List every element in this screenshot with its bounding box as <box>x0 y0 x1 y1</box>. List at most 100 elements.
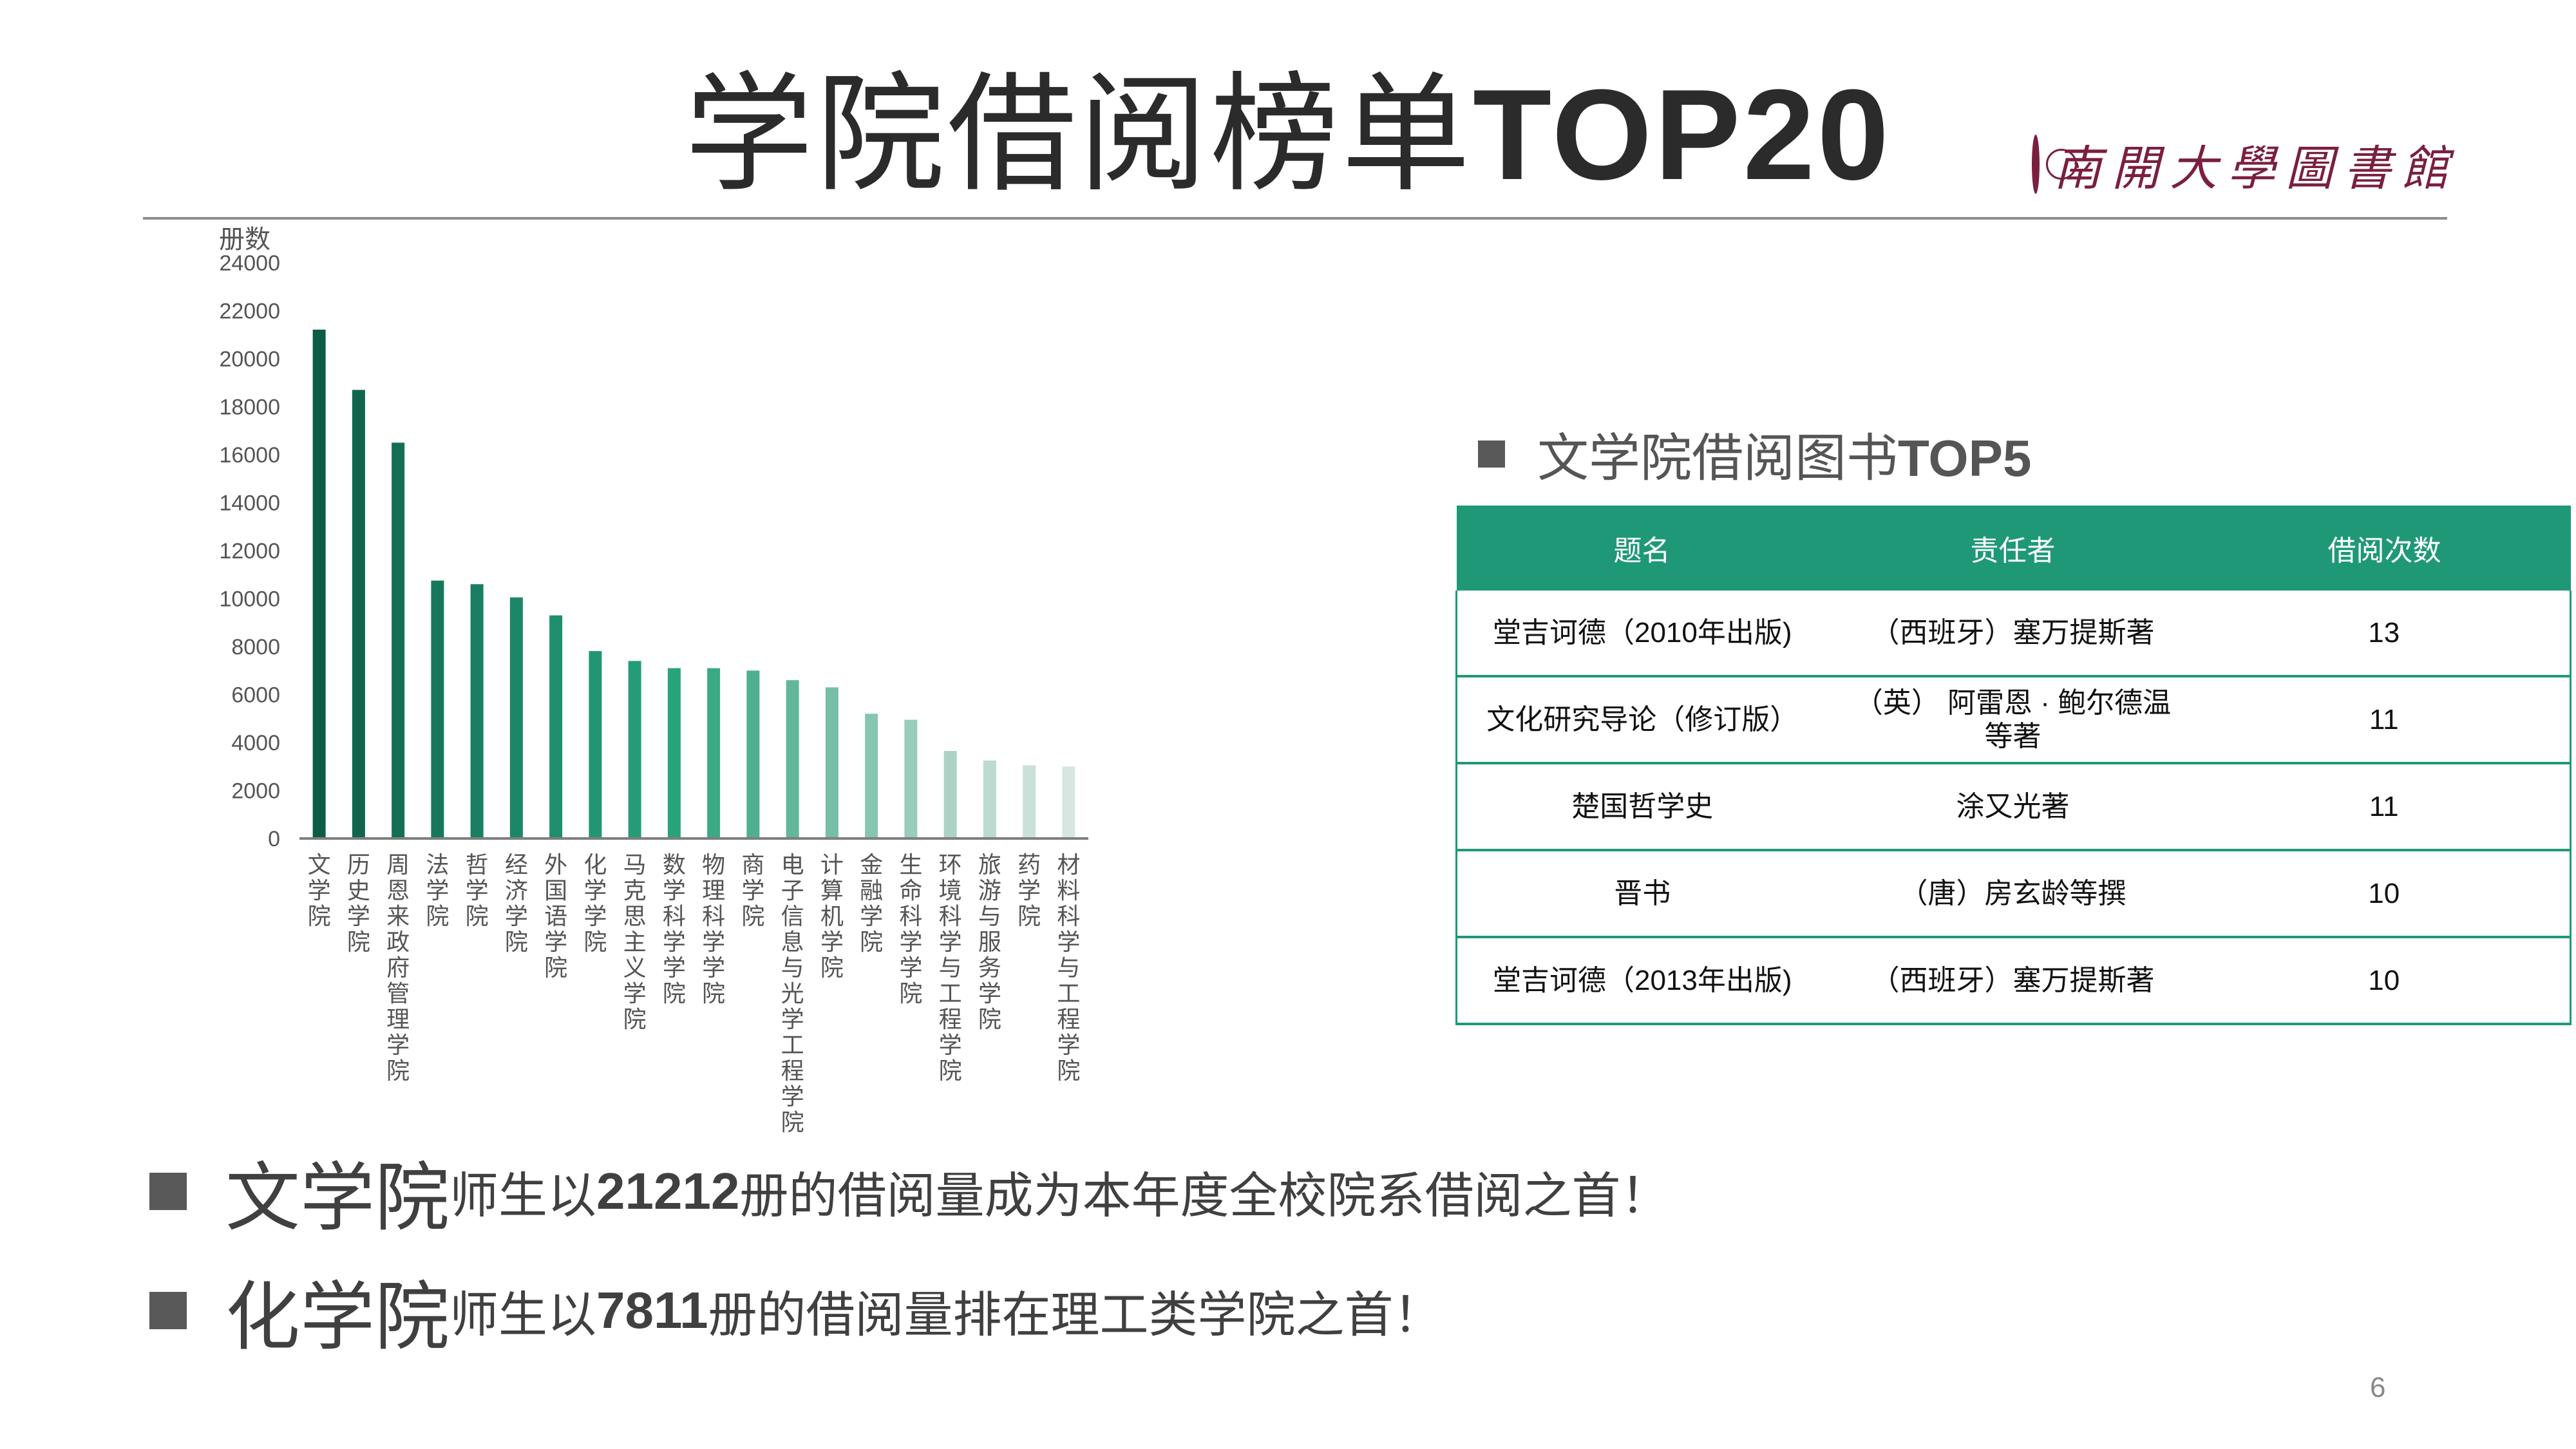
bar <box>1062 766 1075 838</box>
university-seal-icon <box>2032 135 2077 194</box>
title-cn: 学院借阅榜单 <box>685 60 1473 210</box>
cell-author: （唐）房玄龄等撰 <box>1827 850 2199 938</box>
note-lead: 文学院 <box>225 1155 450 1242</box>
y-tick-label: 8000 <box>231 635 280 659</box>
cell-title: 楚国哲学史 <box>1455 763 1828 851</box>
y-tick-label: 2000 <box>231 779 280 804</box>
bar <box>628 661 641 838</box>
cell-count: 11 <box>2198 763 2571 851</box>
borrowing-bar-chart: 册数 0 2000 4000 6000 8000 10000 12000 14000 16000… <box>219 225 1088 1136</box>
note-post: 册的借阅量成为本年度全校院系借阅之首！ <box>739 1167 1670 1224</box>
note-number: 7811 <box>596 1282 708 1339</box>
page-title: 学院借阅榜单TOP20 <box>0 61 2576 209</box>
cell-title: 文化研究导论（修订版） <box>1455 676 1828 764</box>
y-tick-label: 14000 <box>219 491 280 516</box>
x-tick-label: 化学学院 <box>583 852 607 956</box>
y-tick-label: 4000 <box>231 731 280 755</box>
note-post: 册的借阅量排在理工类学院之首！ <box>708 1286 1443 1343</box>
top5-section-title: 文学院借阅图书TOP5 <box>1478 415 2032 493</box>
x-tick-label: 环境科学与工程学院 <box>939 852 962 1084</box>
y-tick-label: 12000 <box>219 539 280 564</box>
bar <box>746 670 760 838</box>
bar <box>943 751 957 838</box>
table-row: 楚国哲学史 涂又光著 11 <box>1455 763 2571 851</box>
y-axis-ticks: 0 2000 4000 6000 8000 10000 12000 14000 16000 180… <box>219 251 280 851</box>
bar <box>707 668 721 838</box>
cell-count: 13 <box>2198 591 2571 677</box>
x-tick-label: 旅游与服务学院 <box>978 852 1001 1033</box>
square-bullet-icon <box>149 1292 187 1329</box>
y-tick-label: 22000 <box>219 299 280 324</box>
title-latin: TOP20 <box>1473 63 1891 207</box>
bar <box>470 584 484 838</box>
x-tick-label: 数学科学学院 <box>663 852 686 1007</box>
x-tick-label: 周恩来政府管理学院 <box>386 852 410 1084</box>
x-tick-label: 法学院 <box>426 852 449 930</box>
x-tick-label: 电子信息与光学工程学院 <box>781 852 804 1136</box>
cell-author: 涂又光著 <box>1827 763 2199 851</box>
top5-title-latin: TOP5 <box>1898 430 2032 487</box>
logo-text: 南開大學圖書館 <box>2054 140 2459 196</box>
bar <box>549 615 563 838</box>
table-header-row: 题名 责任者 借阅次数 <box>1456 506 2571 591</box>
x-tick-label: 文学院 <box>308 852 331 930</box>
cell-title: 堂吉诃德（2013年出版) <box>1455 937 1828 1025</box>
header-count: 借阅次数 <box>2198 506 2571 591</box>
bar <box>1023 765 1036 838</box>
bar <box>392 442 405 838</box>
note-pre: 师生以 <box>450 1286 596 1343</box>
bar <box>983 760 996 838</box>
y-tick-label: 16000 <box>219 443 280 468</box>
bar <box>312 329 326 838</box>
cell-author: （西班牙）塞万提斯著 <box>1827 591 2199 677</box>
bar <box>904 719 918 838</box>
title-divider <box>143 217 2447 220</box>
table-row: 堂吉诃德（2013年出版) （西班牙）塞万提斯著 10 <box>1455 937 2571 1025</box>
bar <box>825 687 838 838</box>
top5-table: 题名 责任者 借阅次数 堂吉诃德（2010年出版) （西班牙）塞万提斯著 13 … <box>1455 506 2571 1025</box>
page-number: 6 <box>2370 1372 2386 1403</box>
y-axis-label: 册数 <box>219 225 270 254</box>
x-tick-label: 商学院 <box>741 852 764 930</box>
cell-count: 10 <box>2198 850 2571 938</box>
table-row: 晋书 （唐）房玄龄等撰 10 <box>1455 850 2571 938</box>
x-tick-label: 药学院 <box>1018 852 1041 930</box>
cell-count: 10 <box>2198 937 2571 1025</box>
square-bullet-icon <box>149 1173 187 1210</box>
header-title: 题名 <box>1456 506 1828 591</box>
x-tick-label: 生命科学学院 <box>899 852 922 1007</box>
x-tick-label: 物理科学学院 <box>702 852 725 1007</box>
x-tick-label: 材料科学与工程学院 <box>1057 852 1080 1084</box>
bar <box>589 651 602 838</box>
y-tick-label: 24000 <box>219 251 280 276</box>
note-number: 21212 <box>596 1162 740 1220</box>
header-author: 责任者 <box>1827 506 2199 591</box>
note-lead: 化学院 <box>225 1274 450 1361</box>
top5-title-cn: 文学院借阅图书 <box>1537 428 1898 488</box>
y-tick-label: 20000 <box>219 347 280 372</box>
y-tick-label: 6000 <box>231 683 280 708</box>
cell-count: 11 <box>2198 676 2571 764</box>
cell-author: （英） 阿雷恩 · 鲍尔德温 等著 <box>1827 676 2199 764</box>
y-tick-label: 18000 <box>219 395 280 420</box>
x-tick-label: 历史学院 <box>347 852 370 956</box>
square-bullet-icon <box>1478 440 1505 468</box>
bar <box>786 680 799 838</box>
table-row: 文化研究导论（修订版） （英） 阿雷恩 · 鲍尔德温 等著 11 <box>1455 676 2571 764</box>
x-tick-label: 经济学院 <box>505 852 528 956</box>
y-tick-label: 10000 <box>219 587 280 612</box>
note-chemistry: 化学院 师生以 7811 册的借阅量排在理工类学院之首！ <box>149 1265 1443 1361</box>
x-tick-label: 外国语学院 <box>544 852 567 981</box>
note-literature: 文学院 师生以 21212 册的借阅量成为本年度全校院系借阅之首！ <box>149 1146 1670 1242</box>
bars <box>312 329 1075 838</box>
cell-title: 晋书 <box>1455 850 1828 938</box>
x-tick-label: 计算机学院 <box>820 852 844 981</box>
table-row: 堂吉诃德（2010年出版) （西班牙）塞万提斯著 13 <box>1455 591 2571 677</box>
cell-author: （西班牙）塞万提斯著 <box>1827 937 2199 1025</box>
x-tick-label: 哲学院 <box>466 852 489 930</box>
cell-title: 堂吉诃德（2010年出版) <box>1455 591 1828 677</box>
bar <box>352 390 365 838</box>
x-tick-label: 金融学院 <box>860 852 883 956</box>
bar <box>865 714 878 838</box>
x-axis-labels: 文学院历史学院周恩来政府管理学院法学院哲学院经济学院外国语学院化学学院马克思主义… <box>308 852 1081 1136</box>
